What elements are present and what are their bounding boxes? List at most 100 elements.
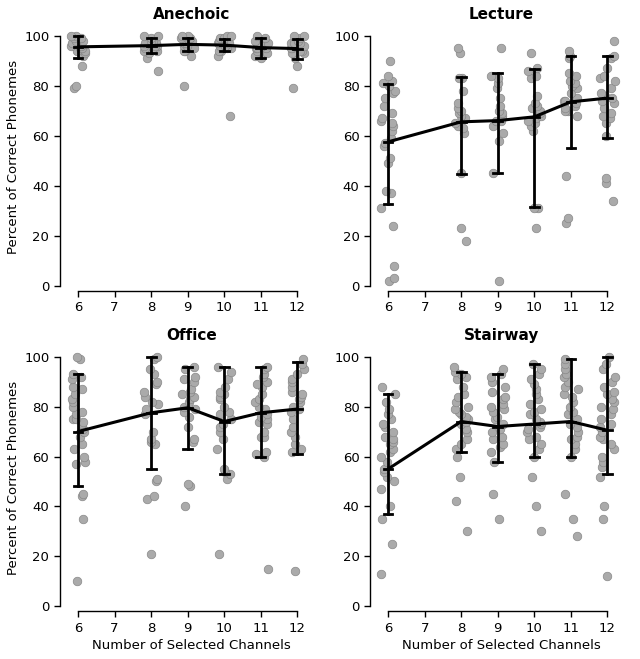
Point: [609, 36, 619, 46]
Point: [180, 501, 190, 512]
Point: [532, 100, 543, 111]
Point: [140, 43, 150, 53]
Point: [381, 185, 392, 196]
Point: [376, 115, 387, 126]
Point: [456, 168, 467, 179]
Point: [609, 98, 620, 108]
Point: [185, 386, 195, 397]
Point: [565, 401, 575, 412]
Point: [377, 514, 387, 525]
Point: [376, 203, 387, 214]
Point: [451, 496, 461, 507]
Point: [497, 418, 508, 429]
Point: [566, 451, 576, 462]
Point: [70, 38, 80, 48]
Point: [179, 40, 189, 51]
Point: [598, 71, 609, 81]
Point: [294, 404, 305, 415]
Point: [493, 73, 503, 84]
Point: [299, 30, 309, 41]
Point: [493, 514, 504, 525]
Point: [609, 371, 620, 382]
Point: [456, 369, 467, 380]
Point: [250, 36, 260, 46]
Point: [224, 406, 234, 416]
Point: [449, 361, 460, 372]
Point: [529, 379, 539, 389]
Point: [532, 90, 542, 101]
Point: [451, 396, 461, 407]
Point: [150, 40, 160, 51]
Point: [534, 369, 544, 380]
Point: [602, 571, 612, 582]
Point: [532, 63, 542, 73]
Point: [454, 108, 464, 119]
Point: [70, 30, 81, 41]
Point: [390, 85, 400, 96]
Point: [572, 421, 582, 432]
Point: [531, 414, 541, 424]
Point: [388, 260, 399, 271]
Point: [497, 108, 507, 119]
Point: [563, 409, 573, 419]
Point: [142, 53, 152, 63]
Point: [570, 71, 580, 81]
Point: [256, 431, 266, 442]
Point: [76, 371, 86, 382]
Point: [287, 48, 298, 59]
Point: [523, 65, 533, 76]
Point: [524, 434, 534, 444]
Point: [152, 40, 162, 51]
Point: [461, 416, 471, 427]
Point: [68, 414, 79, 424]
Point: [563, 376, 573, 387]
Point: [599, 501, 609, 512]
Point: [486, 371, 496, 382]
Point: [494, 275, 504, 286]
Point: [186, 384, 196, 394]
Point: [487, 376, 497, 387]
Point: [76, 431, 86, 442]
Point: [263, 563, 273, 574]
Point: [572, 414, 582, 424]
Point: [498, 439, 508, 449]
Point: [377, 382, 387, 392]
Point: [462, 527, 472, 537]
Point: [602, 63, 612, 73]
Point: [289, 30, 300, 41]
Point: [599, 382, 609, 392]
Point: [531, 71, 541, 81]
Point: [226, 366, 236, 377]
Y-axis label: Percent of Correct Phonemes: Percent of Correct Phonemes: [7, 60, 20, 254]
Point: [152, 45, 163, 56]
Point: [525, 399, 535, 409]
Point: [572, 110, 582, 121]
Point: [186, 33, 196, 43]
Point: [607, 404, 618, 415]
Point: [225, 469, 235, 479]
Point: [260, 404, 270, 415]
Point: [451, 404, 461, 415]
Point: [66, 40, 76, 51]
Point: [385, 55, 395, 66]
Point: [602, 358, 612, 369]
Point: [567, 80, 577, 91]
Point: [610, 75, 620, 86]
Point: [529, 406, 540, 416]
Point: [461, 235, 471, 246]
Point: [186, 50, 196, 61]
Point: [560, 364, 570, 374]
Point: [150, 439, 160, 449]
Point: [254, 45, 264, 56]
Point: [139, 40, 149, 51]
Point: [384, 80, 394, 91]
Point: [389, 389, 399, 399]
Point: [563, 213, 573, 223]
Point: [387, 125, 397, 136]
Point: [385, 501, 395, 512]
Point: [183, 478, 193, 489]
Point: [296, 444, 306, 454]
Point: [190, 404, 200, 415]
Point: [287, 374, 297, 384]
Point: [71, 36, 81, 46]
